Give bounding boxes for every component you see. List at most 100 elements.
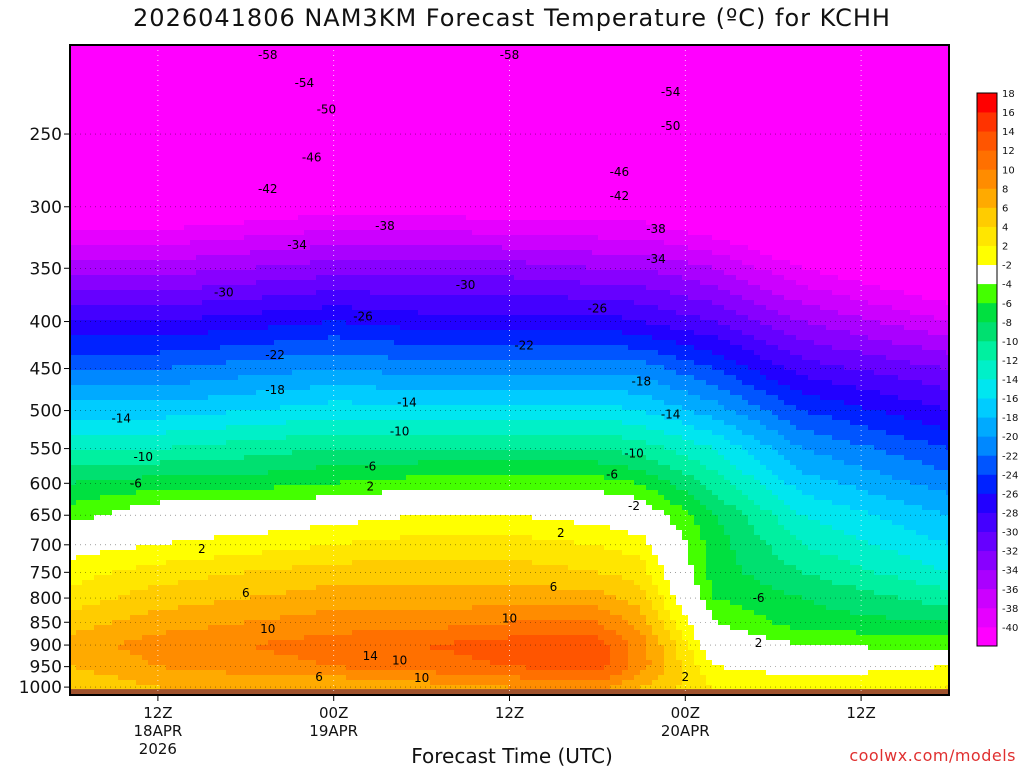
temperature-cell [940, 50, 947, 56]
temperature-cell [346, 65, 353, 71]
temperature-cell [514, 185, 521, 191]
temperature-cell [886, 110, 893, 116]
temperature-cell [604, 135, 611, 141]
temperature-cell [136, 70, 143, 76]
temperature-cell [184, 185, 191, 191]
temperature-cell [418, 60, 425, 66]
temperature-cell [136, 120, 143, 126]
temperature-cell [838, 100, 845, 106]
temperature-cell [106, 185, 113, 191]
temperature-cell [766, 155, 773, 161]
temperature-cell [532, 170, 539, 176]
temperature-cell [142, 180, 149, 186]
temperature-cell [742, 100, 749, 106]
temperature-cell [940, 200, 947, 206]
temperature-cell [742, 200, 749, 206]
temperature-cell [190, 110, 197, 116]
temperature-cell [94, 100, 101, 106]
temperature-cell [496, 100, 503, 106]
temperature-cell [400, 105, 407, 111]
temperature-cell [604, 65, 611, 71]
temperature-cell [100, 160, 107, 166]
temperature-cell [430, 95, 437, 101]
temperature-cell [112, 55, 119, 61]
temperature-cell [520, 140, 527, 146]
temperature-cell [718, 85, 725, 91]
temperature-cell [850, 200, 857, 206]
temperature-cell [532, 80, 539, 86]
temperature-cell [364, 210, 371, 216]
temperature-cell [214, 140, 221, 146]
temperature-cell [574, 85, 581, 91]
temperature-cell [580, 195, 587, 201]
temperature-cell [88, 200, 95, 206]
temperature-cell [616, 130, 623, 136]
temperature-cell [718, 130, 725, 136]
temperature-cell [712, 125, 719, 131]
temperature-cell [922, 85, 929, 91]
temperature-cell [466, 160, 473, 166]
temperature-cell [646, 125, 653, 131]
temperature-cell [784, 180, 791, 186]
temperature-cell [466, 85, 473, 91]
temperature-cell [448, 120, 455, 126]
temperature-cell [490, 155, 497, 161]
temperature-cell [574, 60, 581, 66]
temperature-cell [424, 120, 431, 126]
temperature-cell [406, 90, 413, 96]
temperature-cell [280, 180, 287, 186]
temperature-cell [940, 125, 947, 131]
temperature-cell [460, 135, 467, 141]
temperature-cell [892, 195, 899, 201]
temperature-cell [724, 115, 731, 121]
temperature-cell [388, 125, 395, 131]
temperature-cell [748, 185, 755, 191]
temperature-cell [166, 60, 173, 66]
temperature-cell [250, 105, 257, 111]
temperature-cell [544, 85, 551, 91]
temperature-cell [694, 180, 701, 186]
temperature-cell [514, 195, 521, 201]
temperature-cell [136, 110, 143, 116]
temperature-cell [430, 55, 437, 61]
temperature-cell [172, 200, 179, 206]
temperature-cell [826, 110, 833, 116]
temperature-cell [418, 55, 425, 61]
temperature-cell [118, 175, 125, 181]
temperature-cell [400, 135, 407, 141]
temperature-cell [826, 90, 833, 96]
temperature-cell [574, 175, 581, 181]
temperature-cell [814, 180, 821, 186]
temperature-cell [532, 155, 539, 161]
temperature-cell [286, 60, 293, 66]
temperature-cell [514, 155, 521, 161]
temperature-cell [376, 105, 383, 111]
temperature-cell [304, 70, 311, 76]
temperature-cell [82, 95, 89, 101]
temperature-cell [226, 140, 233, 146]
temperature-cell [526, 180, 533, 186]
temperature-cell [652, 90, 659, 96]
temperature-cell [778, 150, 785, 156]
temperature-cell [688, 155, 695, 161]
temperature-cell [556, 50, 563, 56]
temperature-cell [496, 140, 503, 146]
temperature-cell [238, 80, 245, 86]
temperature-cell [280, 175, 287, 181]
temperature-cell [934, 70, 941, 76]
temperature-cell [634, 115, 641, 121]
temperature-cell [148, 175, 155, 181]
temperature-cell [886, 120, 893, 126]
temperature-cell [760, 85, 767, 91]
temperature-cell [796, 205, 803, 211]
temperature-cell [160, 65, 167, 71]
temperature-cell [526, 105, 533, 111]
temperature-cell [790, 185, 797, 191]
temperature-cell [436, 70, 443, 76]
temperature-cell [394, 135, 401, 141]
temperature-cell [826, 100, 833, 106]
temperature-cell [382, 185, 389, 191]
temperature-cell [298, 170, 305, 176]
temperature-cell [322, 200, 329, 206]
temperature-cell [808, 100, 815, 106]
